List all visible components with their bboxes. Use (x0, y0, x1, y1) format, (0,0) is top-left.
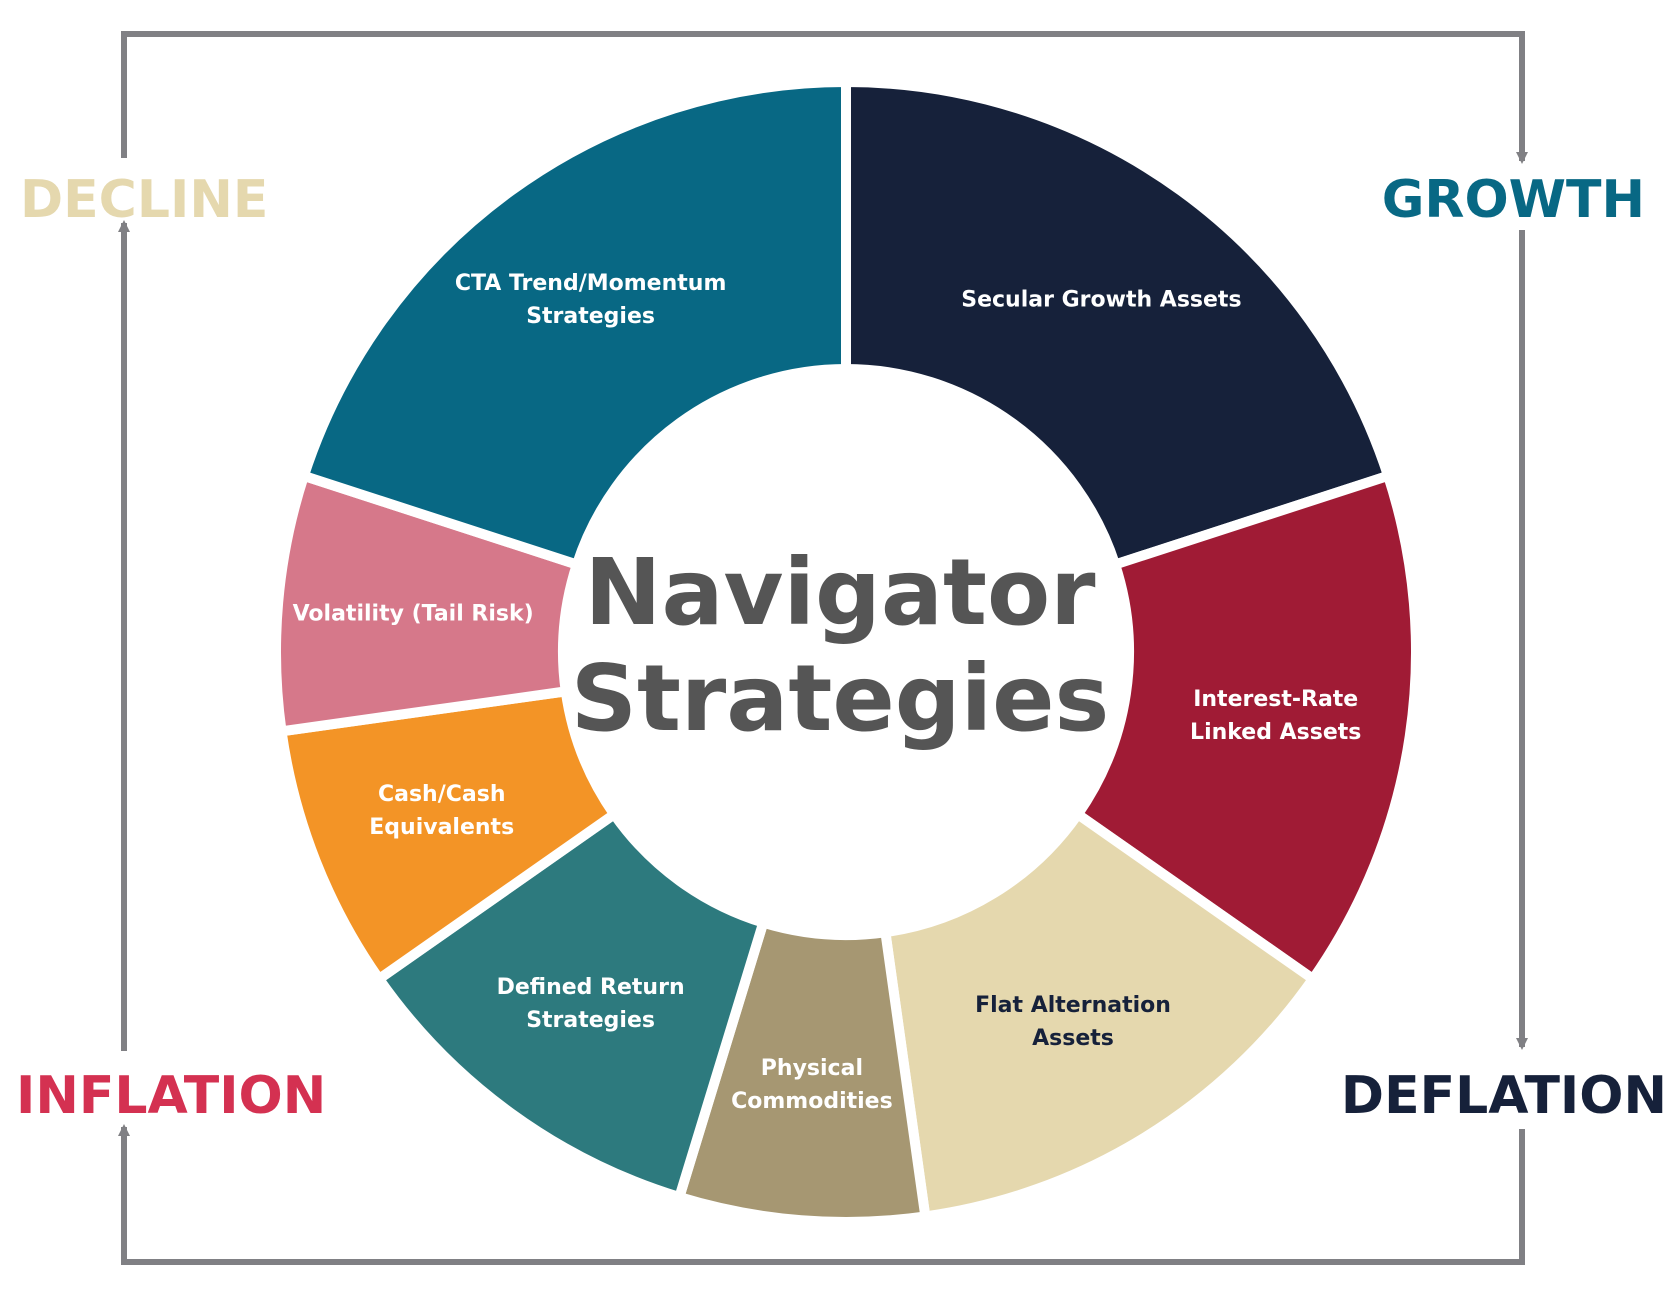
segment-label-line: Strategies (526, 1007, 655, 1033)
segment-label-line: CTA Trend/Momentum (454, 271, 727, 297)
phase-label-growth: GROWTH (1381, 170, 1645, 230)
segment-label-line: Physical (760, 1056, 863, 1082)
segment-label-flat-alternation: Flat Alternation Assets (975, 989, 1171, 1055)
segment-label-line: Volatility (Tail Risk) (292, 601, 534, 627)
segment-label-line: Defined Return (496, 974, 685, 1000)
cycle-frame (118, 31, 1528, 1265)
phase-label-inflation: INFLATION (16, 1066, 327, 1126)
segment-label-line: Flat Alternation (975, 993, 1171, 1019)
segment-label-physical-commodities: Physical Commodities (731, 1052, 893, 1118)
segment-label-cash-equivalents: Cash/Cash Equivalents (369, 778, 514, 844)
segment-label-line: Linked Assets (1190, 720, 1362, 746)
segment-label-volatility-tail-risk: Volatility (Tail Risk) (293, 598, 534, 631)
segment-label-interest-rate-linked: Interest-Rate Linked Assets (1190, 683, 1361, 749)
segment-label-line: Strategies (526, 304, 655, 330)
phase-label-decline: DECLINE (20, 170, 269, 230)
center-circle (563, 369, 1129, 935)
segment-label-line: Cash/Cash (377, 782, 506, 808)
center-title: Navigator Strategies (560, 540, 1120, 752)
segment-label-line: Assets (1032, 1026, 1114, 1052)
center-title-line-1: Navigator (584, 539, 1096, 646)
segment-label-cta-trend-momentum: CTA Trend/Momentum Strategies (455, 267, 727, 333)
segment-label-line: Commodities (731, 1089, 893, 1115)
phase-label-deflation: DEFLATION (1340, 1066, 1667, 1126)
segment-label-defined-return: Defined Return Strategies (497, 971, 685, 1037)
segment-label-line: Interest-Rate (1193, 687, 1359, 713)
center-title-line-2: Strategies (570, 645, 1110, 752)
segment-label-line: Equivalents (369, 815, 515, 841)
segment-label-line: Secular Growth Assets (961, 287, 1242, 313)
segment-label-secular-growth: Secular Growth Assets (961, 284, 1241, 317)
